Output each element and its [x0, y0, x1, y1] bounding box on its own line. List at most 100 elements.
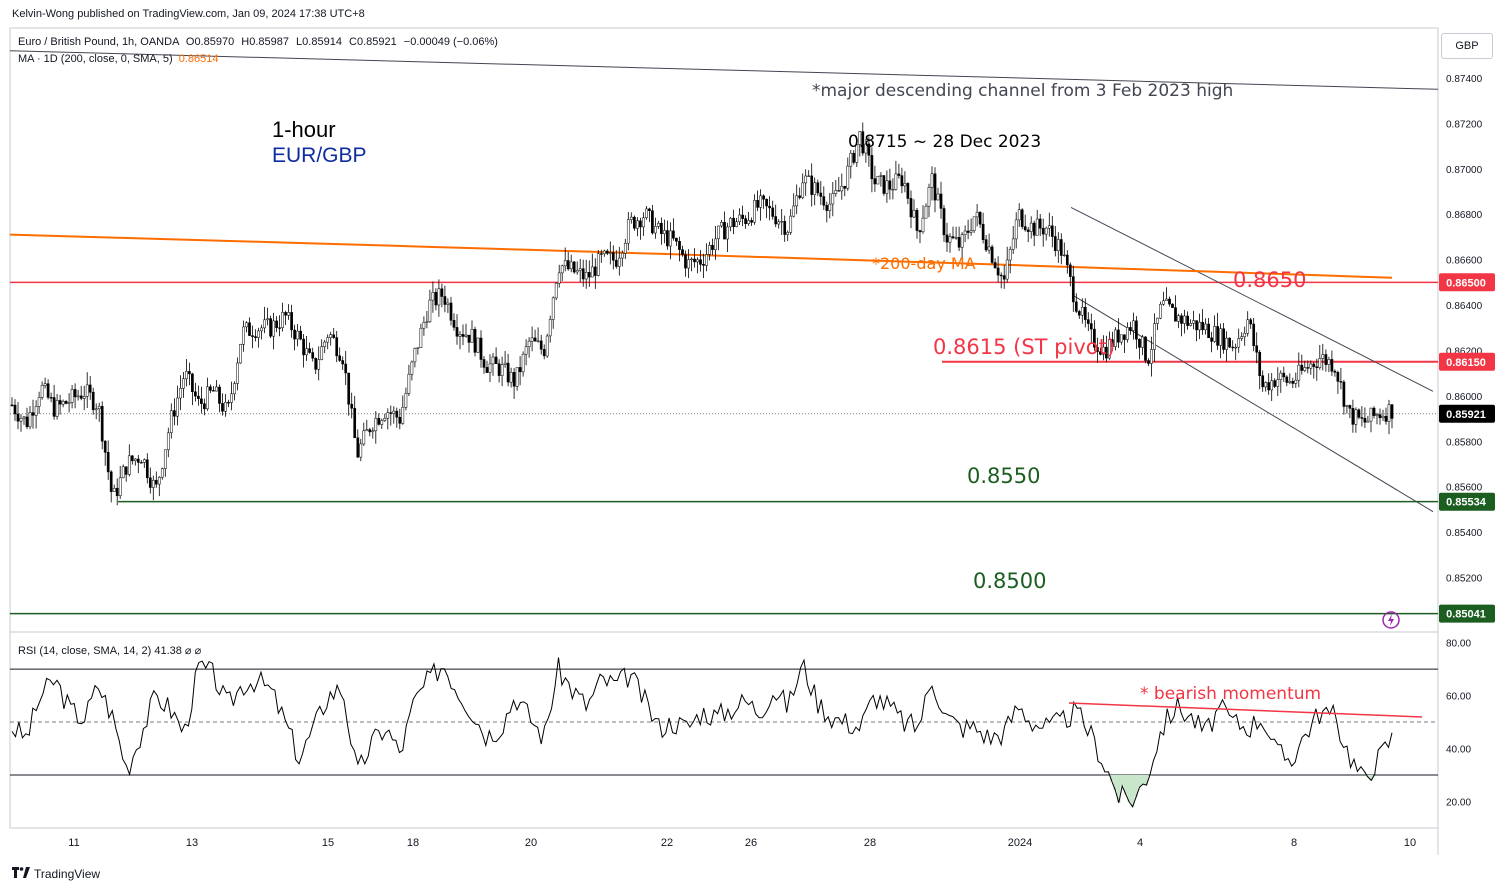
- horizontal-levels[interactable]: [10, 281, 1438, 615]
- candle: [1126, 322, 1129, 343]
- candle: [1111, 331, 1114, 351]
- channel-upper-line[interactable]: [1070, 206, 1434, 392]
- candle: [332, 328, 336, 339]
- candle: [885, 170, 889, 203]
- candle: [476, 337, 480, 353]
- time-axis-tick-6: 26: [745, 837, 757, 849]
- candle: [1008, 246, 1012, 274]
- candle: [470, 320, 474, 343]
- price-axis-tick-9: 0.85600: [1446, 483, 1483, 494]
- price-tag-0.85534: 0.85534: [1439, 492, 1495, 511]
- price-tag-0.85921: 0.85921: [1439, 404, 1495, 423]
- candle: [927, 183, 931, 218]
- candle: [1294, 372, 1298, 388]
- candle: [461, 324, 465, 346]
- candle: [518, 356, 522, 386]
- candle: [1005, 246, 1009, 283]
- candle: [843, 185, 847, 197]
- candle: [305, 336, 308, 361]
- candle: [1120, 334, 1123, 345]
- candle: [1228, 337, 1231, 348]
- candle: [981, 212, 985, 244]
- candle: [191, 372, 194, 406]
- symbol-name: Euro / British Pound, 1h, OANDA: [18, 36, 179, 48]
- candle: [593, 258, 597, 289]
- candle: [696, 257, 699, 274]
- candle: [897, 163, 901, 179]
- candle: [572, 261, 576, 274]
- candle: [133, 458, 137, 466]
- candle: [945, 222, 949, 252]
- high-note: 0.8715 ~ 28 Dec 2023: [848, 132, 1041, 152]
- candle: [699, 250, 702, 272]
- candle: [1020, 208, 1024, 230]
- candle: [672, 218, 675, 241]
- rsi-bearish-trendline[interactable]: [1068, 702, 1423, 718]
- candle: [599, 249, 603, 263]
- candle: [482, 356, 486, 374]
- candle: [714, 226, 717, 260]
- candle: [37, 391, 41, 414]
- channel-lower-line[interactable]: [1073, 295, 1434, 513]
- candle: [1285, 375, 1289, 387]
- candle: [771, 200, 775, 220]
- tradingview-logo[interactable]: TradingView: [12, 866, 100, 881]
- rsi-oversold-fill: [1110, 775, 1373, 807]
- candle: [254, 329, 257, 342]
- candle: [467, 334, 471, 353]
- price-axis-tick-6: 0.86200: [1446, 346, 1483, 357]
- currency-selector[interactable]: GBP: [1441, 33, 1493, 59]
- candle: [1198, 313, 1201, 340]
- candle: [720, 219, 723, 228]
- candle: [296, 324, 299, 347]
- candle: [260, 324, 263, 340]
- candle: [215, 380, 218, 392]
- candle: [353, 395, 357, 439]
- candle: [1363, 407, 1367, 428]
- ma-200-day-line: [9, 233, 1393, 279]
- lightning-icon[interactable]: [1382, 611, 1400, 629]
- candle: [344, 351, 348, 385]
- candle: [645, 206, 648, 220]
- candle: [1315, 358, 1319, 381]
- candle: [651, 205, 654, 235]
- candle: [762, 194, 765, 209]
- candle: [855, 144, 859, 167]
- candle: [242, 320, 245, 352]
- candle: [993, 258, 997, 269]
- candle: [1132, 312, 1135, 340]
- candle: [1222, 323, 1225, 354]
- major-channel-upper-line[interactable]: [9, 50, 1439, 90]
- candle: [1080, 298, 1084, 324]
- candle: [861, 122, 865, 156]
- time-axis-tick-7: 28: [864, 837, 876, 849]
- candle: [1309, 360, 1313, 375]
- price-axis-tick-8: 0.85800: [1446, 437, 1483, 448]
- candle: [314, 357, 318, 375]
- candle: [31, 399, 35, 429]
- candle: [52, 384, 56, 420]
- candle: [783, 215, 787, 242]
- candle: [831, 182, 835, 217]
- level-8500-label: 0.8500: [973, 569, 1046, 593]
- svg-text:0.86150: 0.86150: [1446, 357, 1486, 369]
- candle: [1071, 265, 1075, 312]
- candle: [711, 238, 714, 256]
- candle: [966, 219, 970, 240]
- candle: [76, 390, 80, 401]
- candle: [106, 440, 110, 480]
- descending-channel[interactable]: [9, 50, 1439, 513]
- candle: [1360, 406, 1364, 427]
- candle: [422, 316, 426, 336]
- candle: [551, 296, 555, 329]
- candle: [1014, 212, 1018, 249]
- candle: [124, 466, 128, 482]
- publisher-line: Kelvin-Wong published on TradingView.com…: [12, 8, 365, 20]
- open-value: 0.85970: [194, 36, 235, 48]
- price-tags: 0.86500 0.86150 0.85921 0.85534 0.85041: [1439, 273, 1495, 623]
- candle: [1342, 379, 1346, 415]
- candle: [1231, 340, 1235, 352]
- candle: [40, 381, 44, 400]
- candle: [666, 220, 669, 250]
- candle: [605, 249, 609, 256]
